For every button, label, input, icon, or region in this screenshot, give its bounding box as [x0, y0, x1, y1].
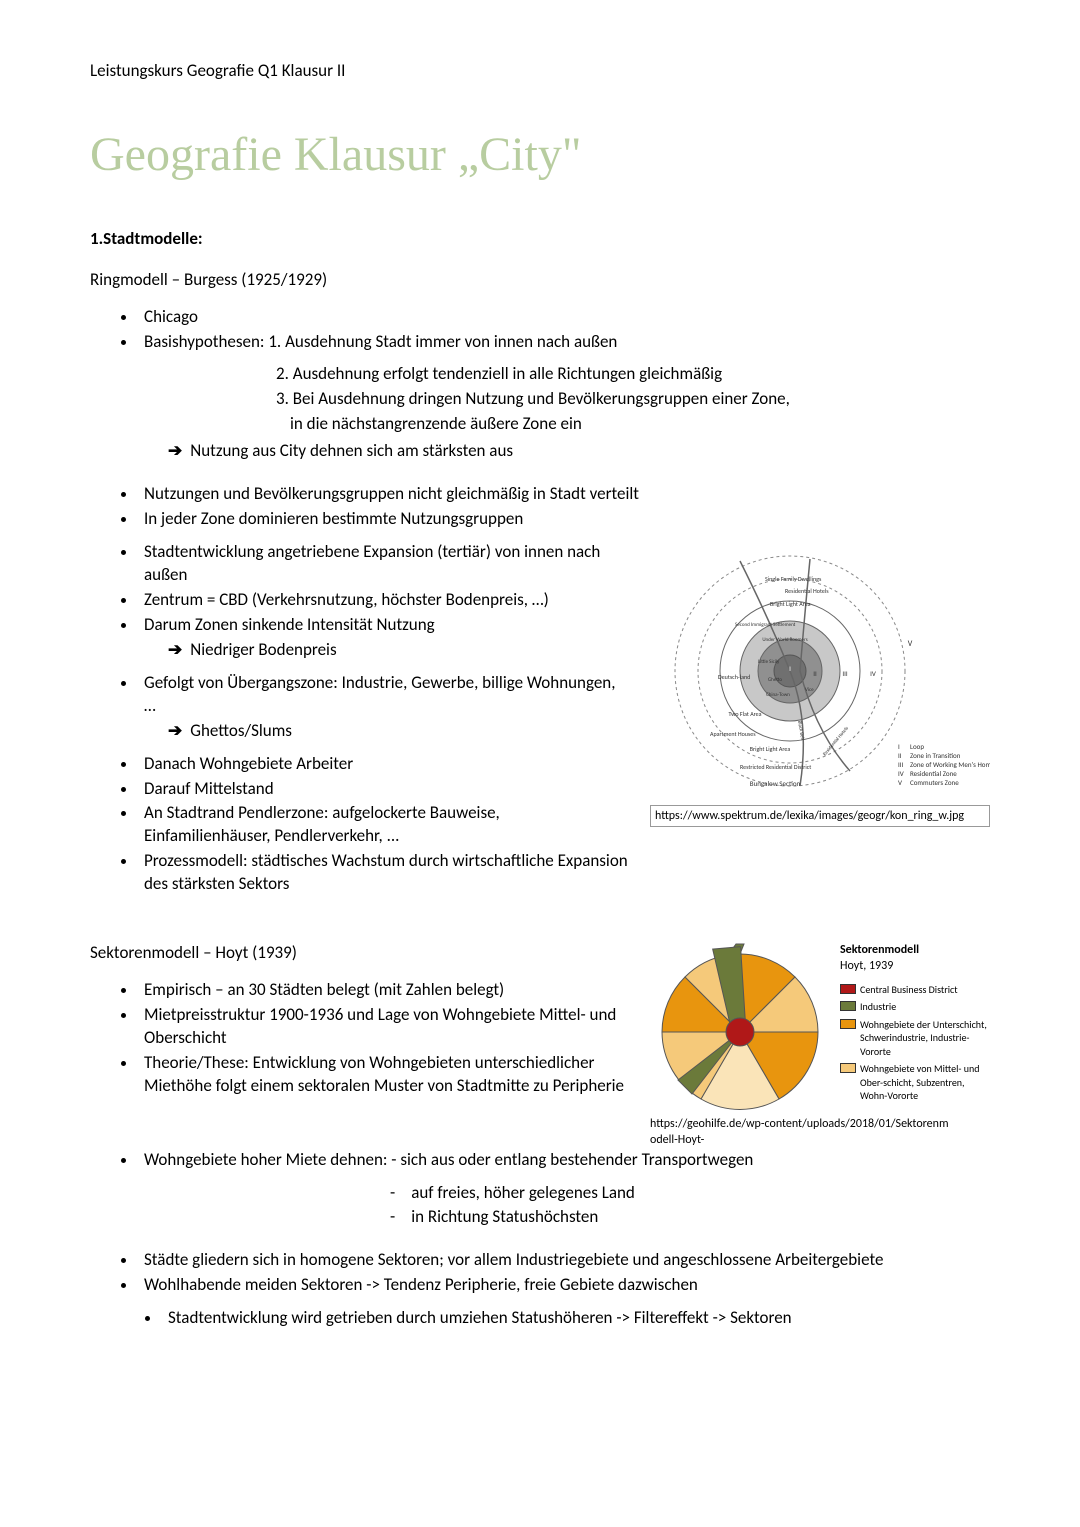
burgess-caption: https://www.spektrum.de/lexika/images/ge…: [650, 805, 990, 827]
sub-bullet: Ghettos/Slums: [168, 720, 630, 743]
bullet: Zentrum = CBD (Verkehrsnutzung, höchster…: [138, 589, 630, 612]
svg-text:II: II: [898, 751, 902, 760]
svg-text:Second Immigrant Settlement: Second Immigrant Settlement: [735, 622, 796, 628]
model2-bullets-b: Städte gliedern sich in homogene Sektore…: [90, 1249, 990, 1297]
bullet: Stadtentwicklung wird getrieben durch um…: [162, 1307, 990, 1330]
page-header: Leistungskurs Geografie Q1 Klausur II: [90, 60, 990, 83]
hypothesis-2: 2. Ausdehnung erfolgt tendenziell in all…: [90, 363, 990, 386]
model1-bullets-c: Stadtentwicklung angetriebene Expansion …: [90, 541, 630, 662]
bullet: Gefolgt von Übergangszone: Industrie, Ge…: [138, 672, 630, 743]
svg-text:Deutsch-land: Deutsch-land: [718, 673, 750, 681]
svg-text:Zone in Transition: Zone in Transition: [910, 751, 961, 760]
hoyt-subtitle: Hoyt, 1939: [840, 959, 893, 973]
svg-text:III: III: [842, 669, 848, 678]
svg-text:Little Sicily: Little Sicily: [758, 659, 780, 665]
svg-text:V: V: [908, 639, 913, 649]
bullet: Basishypothesen: 1. Ausdehnung Stadt imm…: [138, 331, 990, 354]
hypothesis-3: 3. Bei Ausdehnung dringen Nutzung und Be…: [90, 388, 990, 411]
bullet: Empirisch – an 30 Städten belegt (mit Za…: [138, 979, 630, 1002]
bullet: Mietpreisstruktur 1900-1936 und Lage von…: [138, 1004, 630, 1050]
svg-text:I: I: [898, 742, 900, 751]
svg-text:I: I: [789, 664, 791, 673]
bullet: Stadtentwicklung angetriebene Expansion …: [138, 541, 630, 587]
svg-text:IV: IV: [870, 669, 876, 678]
legend-swatch: [840, 1063, 856, 1073]
bullet: Darum Zonen sinkende Intensität Nutzung …: [138, 614, 630, 662]
legend-swatch: [840, 1019, 856, 1029]
sub-bullet: Niedriger Bodenpreis: [168, 639, 630, 662]
legend-label: Wohngebiete der Unterschicht, Schwerindu…: [860, 1018, 990, 1059]
bullet: Wohlhabende meiden Sektoren -> Tendenz P…: [138, 1274, 990, 1297]
nested-bullet: Stadtentwicklung wird getrieben durch um…: [90, 1307, 990, 1330]
document-title: Geografie Klausur „City": [90, 123, 990, 188]
model1-bullets-b: Nutzungen und Bevölkerungsgruppen nicht …: [90, 483, 990, 531]
legend-swatch: [840, 1001, 856, 1011]
model1-bullets-d: Gefolgt von Übergangszone: Industrie, Ge…: [90, 672, 630, 743]
svg-text:Zone of Working Men's Homes: Zone of Working Men's Homes: [910, 760, 990, 769]
model2-bullets-a: Empirisch – an 30 Städten belegt (mit Za…: [90, 979, 630, 1098]
bullet: In jeder Zone dominieren bestimmte Nutzu…: [138, 508, 990, 531]
bullet: Chicago: [138, 306, 990, 329]
svg-text:Bright Light Area: Bright Light Area: [770, 600, 811, 608]
svg-text:IV: IV: [898, 769, 904, 778]
legend-item: Industrie: [840, 1000, 990, 1014]
legend-item: Wohngebiete von Mittel- und Ober-schicht…: [840, 1062, 990, 1103]
hoyt-caption: https://geohilfe.de/wp-content/uploads/2…: [650, 1116, 950, 1148]
bullet: An Stadtrand Pendlerzone: aufgelockerte …: [138, 802, 630, 848]
svg-text:Under World Roomers: Under World Roomers: [762, 637, 807, 643]
svg-text:Ghetto: Ghetto: [768, 677, 782, 683]
svg-text:Commuters Zone: Commuters Zone: [910, 778, 959, 787]
arrow-conclusion: Nutzung aus City dehnen sich am stärkste…: [90, 440, 990, 463]
model2-title: Sektorenmodell – Hoyt (1939): [90, 942, 630, 965]
svg-text:Restricted Residential Distric: Restricted Residential District: [740, 763, 811, 771]
svg-text:Bungalow Section: Bungalow Section: [750, 779, 801, 788]
legend-label: Wohngebiete von Mittel- und Ober-schicht…: [860, 1062, 990, 1103]
svg-text:II: II: [813, 669, 817, 678]
burgess-diagram: I II III IV V Single Family Dwellings Re…: [650, 541, 990, 827]
svg-text:Two Flat Area: Two Flat Area: [728, 710, 761, 718]
svg-text:Residential Hotels: Residential Hotels: [785, 587, 829, 595]
hypothesis-3b: in die nächstangrenzende äußere Zone ein: [90, 413, 990, 436]
bullet: Theorie/These: Entwicklung von Wohngebie…: [138, 1052, 630, 1098]
svg-text:Single Family Dwellings: Single Family Dwellings: [765, 575, 822, 583]
bullet: Nutzungen und Bevölkerungsgruppen nicht …: [138, 483, 990, 506]
legend-item: Wohngebiete der Unterschicht, Schwerindu…: [840, 1018, 990, 1059]
bullet-text: Gefolgt von Übergangszone: Industrie, Ge…: [144, 672, 615, 716]
model1-bullets-e: Danach Wohngebiete Arbeiter Darauf Mitte…: [90, 753, 630, 897]
bullet: Darauf Mittelstand: [138, 778, 630, 801]
legend-item: Central Business District: [840, 983, 990, 997]
section-heading: 1.Stadtmodelle:: [90, 228, 990, 251]
svg-text:Apartment Houses: Apartment Houses: [710, 730, 756, 738]
dash-item: in Richtung Statushöchsten: [390, 1206, 990, 1229]
svg-text:Residential Zone: Residential Zone: [910, 769, 957, 778]
bullet-text: Darum Zonen sinkende Intensität Nutzung: [144, 614, 435, 635]
bullet: Danach Wohngebiete Arbeiter: [138, 753, 630, 776]
svg-text:Bright Light Area: Bright Light Area: [750, 745, 791, 753]
model1-title: Ringmodell – Burgess (1925/1929): [90, 269, 990, 292]
bullet: Städte gliedern sich in homogene Sektore…: [138, 1249, 990, 1272]
dash-list: auf freies, höher gelegenes Land in Rich…: [90, 1182, 990, 1230]
bullet: Wohngebiete hoher Miete dehnen: - sich a…: [138, 1149, 990, 1172]
svg-text:III: III: [898, 760, 904, 769]
hoyt-title: Sektorenmodell: [840, 943, 919, 957]
legend-label: Central Business District: [860, 983, 958, 997]
hoyt-diagram: Sektorenmodell Hoyt, 1939 Central Busine…: [650, 942, 990, 1148]
dash-item: auf freies, höher gelegenes Land: [390, 1182, 990, 1205]
legend-swatch: [840, 984, 856, 994]
svg-text:Loop: Loop: [910, 742, 924, 751]
bullet: Prozessmodell: städtisches Wachstum durc…: [138, 850, 630, 896]
svg-text:V: V: [898, 778, 902, 787]
svg-text:Vice: Vice: [805, 687, 814, 693]
legend-label: Industrie: [860, 1000, 896, 1014]
svg-text:Black Belt: Black Belt: [796, 720, 805, 741]
model2-bullet-expand: Wohngebiete hoher Miete dehnen: - sich a…: [90, 1149, 990, 1172]
svg-text:China-Town: China-Town: [766, 692, 790, 698]
model1-bullets-a: Chicago Basishypothesen: 1. Ausdehnung S…: [90, 306, 990, 354]
